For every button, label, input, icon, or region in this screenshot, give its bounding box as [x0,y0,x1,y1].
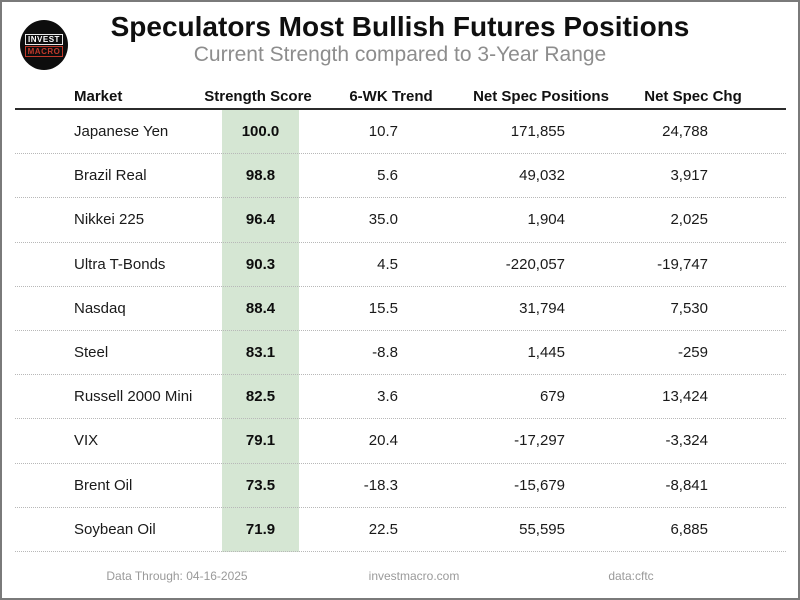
positions-table: Japanese Yen 100.0 10.7 171,855 24,788 B… [15,110,786,552]
market-cell: Steel [74,344,109,362]
table-row: Ultra T-Bonds 90.3 4.5 -220,057 -19,747 [15,243,786,287]
net-change-cell: 13,424 [662,388,708,406]
trend-cell: 20.4 [368,432,398,450]
table-row: Russell 2000 Mini 82.5 3.6 679 13,424 [15,375,786,420]
net-change-cell: -3,324 [665,432,708,450]
table-row: Nikkei 225 96.4 35.0 1,904 2,025 [15,198,786,243]
page-title: Speculators Most Bullish Futures Positio… [110,11,690,42]
market-cell: Soybean Oil [74,520,156,538]
strength-score-cell: 88.4 [245,299,276,317]
footer-website: investmacro.com [368,569,460,583]
market-cell: Ultra T-Bonds [74,255,166,273]
net-change-cell: 7,530 [670,299,708,317]
strength-score-highlight-band [222,110,299,552]
net-positions-cell: -15,679 [514,476,565,494]
table-row: Soybean Oil 71.9 22.5 55,595 6,885 [15,508,786,552]
footer-data-through: Data Through: 04-16-2025 [106,569,248,583]
trend-cell: -8.8 [372,344,398,362]
strength-score-cell: 90.3 [245,255,276,273]
net-positions-cell: 31,794 [519,299,565,317]
net-positions-cell: 49,032 [519,167,565,185]
trend-cell: 4.5 [377,255,398,273]
net-positions-cell: -220,057 [505,255,565,273]
table-row: Brazil Real 98.8 5.6 49,032 3,917 [15,154,786,199]
column-header-strength-score: Strength Score [204,88,312,105]
net-positions-cell: 1,904 [527,211,565,229]
table-row: VIX 79.1 20.4 -17,297 -3,324 [15,419,786,464]
market-cell: Russell 2000 Mini [74,388,193,406]
market-cell: Brent Oil [74,476,133,494]
table-row: Brent Oil 73.5 -18.3 -15,679 -8,841 [15,464,786,508]
net-change-cell: -8,841 [665,476,708,494]
logo-text-invest: INVEST [25,33,63,45]
header-divider-line [15,108,786,110]
market-cell: Japanese Yen [74,123,169,141]
strength-score-cell: 96.4 [245,211,276,229]
strength-score-cell: 98.8 [245,167,276,185]
strength-score-cell: 71.9 [245,520,276,538]
strength-score-cell: 73.5 [245,476,276,494]
market-cell: Nasdaq [74,299,126,317]
net-positions-cell: 171,855 [510,123,565,141]
market-cell: Brazil Real [74,167,147,185]
column-header-net-spec-chg: Net Spec Chg [644,88,742,105]
table-row: Steel 83.1 -8.8 1,445 -259 [15,331,786,376]
net-positions-cell: -17,297 [514,432,565,450]
trend-cell: 5.6 [377,167,398,185]
trend-cell: 3.6 [377,388,398,406]
table-row: Nasdaq 88.4 15.5 31,794 7,530 [15,287,786,331]
strength-score-cell: 79.1 [245,432,276,450]
strength-score-cell: 100.0 [241,123,280,141]
strength-score-cell: 83.1 [245,344,276,362]
footer-data-source: data:cftc [608,569,654,583]
trend-cell: 22.5 [368,520,398,538]
trend-cell: -18.3 [363,476,398,494]
net-change-cell: -259 [677,344,708,362]
column-header-market: Market [74,88,123,105]
trend-cell: 10.7 [368,123,398,141]
market-cell: VIX [74,432,99,450]
investmacro-logo: INVEST MACRO [20,20,68,70]
net-positions-cell: 55,595 [519,520,565,538]
net-positions-cell: 679 [539,388,565,406]
page-subtitle: Current Strength compared to 3-Year Rang… [193,43,607,66]
trend-cell: 15.5 [368,299,398,317]
trend-cell: 35.0 [368,211,398,229]
net-change-cell: -19,747 [657,255,708,273]
net-positions-cell: 1,445 [527,344,565,362]
net-change-cell: 2,025 [670,211,708,229]
column-header-6wk-trend: 6-WK Trend [349,88,433,105]
strength-score-cell: 82.5 [245,388,276,406]
net-change-cell: 6,885 [670,520,708,538]
net-change-cell: 24,788 [662,123,708,141]
net-change-cell: 3,917 [670,167,708,185]
table-row: Japanese Yen 100.0 10.7 171,855 24,788 [15,110,786,155]
column-header-net-spec-positions: Net Spec Positions [473,88,609,105]
market-cell: Nikkei 225 [74,211,145,229]
logo-text-macro: MACRO [24,45,64,57]
